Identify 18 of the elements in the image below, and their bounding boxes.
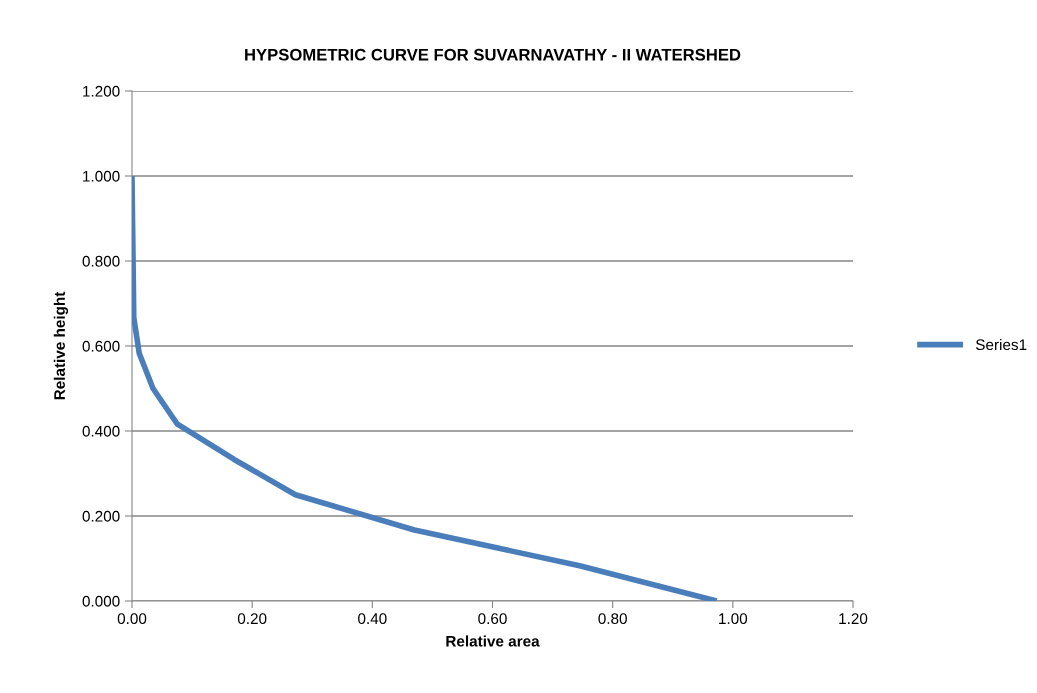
y-tick-label: 1.000: [83, 170, 120, 182]
y-tick-label: 0.800: [82, 255, 120, 267]
x-tick-label: 1.00: [719, 613, 748, 625]
x-tick-label: 0.60: [478, 613, 507, 625]
x-tick-label: 0.00: [117, 613, 147, 625]
y-tick-label: 0.200: [82, 510, 120, 522]
y-tick-label: 1.200: [83, 85, 120, 97]
y-tick-label: 0.600: [82, 340, 120, 352]
x-tick-label: 0.20: [237, 613, 267, 625]
x-axis-title: Relative area: [446, 635, 540, 647]
y-tick-label: 0.000: [82, 595, 120, 607]
legend-label: Series1: [975, 338, 1027, 351]
x-tick-label: 1.20: [839, 613, 868, 625]
y-tick-label: 0.400: [82, 425, 120, 437]
chart-title: HYPSOMETRIC CURVE FOR SUVARNAVATHY - II WATERSHED: [245, 48, 741, 61]
y-axis-title: Relative height: [53, 291, 69, 400]
x-tick-label: 0.40: [358, 613, 387, 625]
x-tick-label: 0.80: [598, 613, 627, 625]
